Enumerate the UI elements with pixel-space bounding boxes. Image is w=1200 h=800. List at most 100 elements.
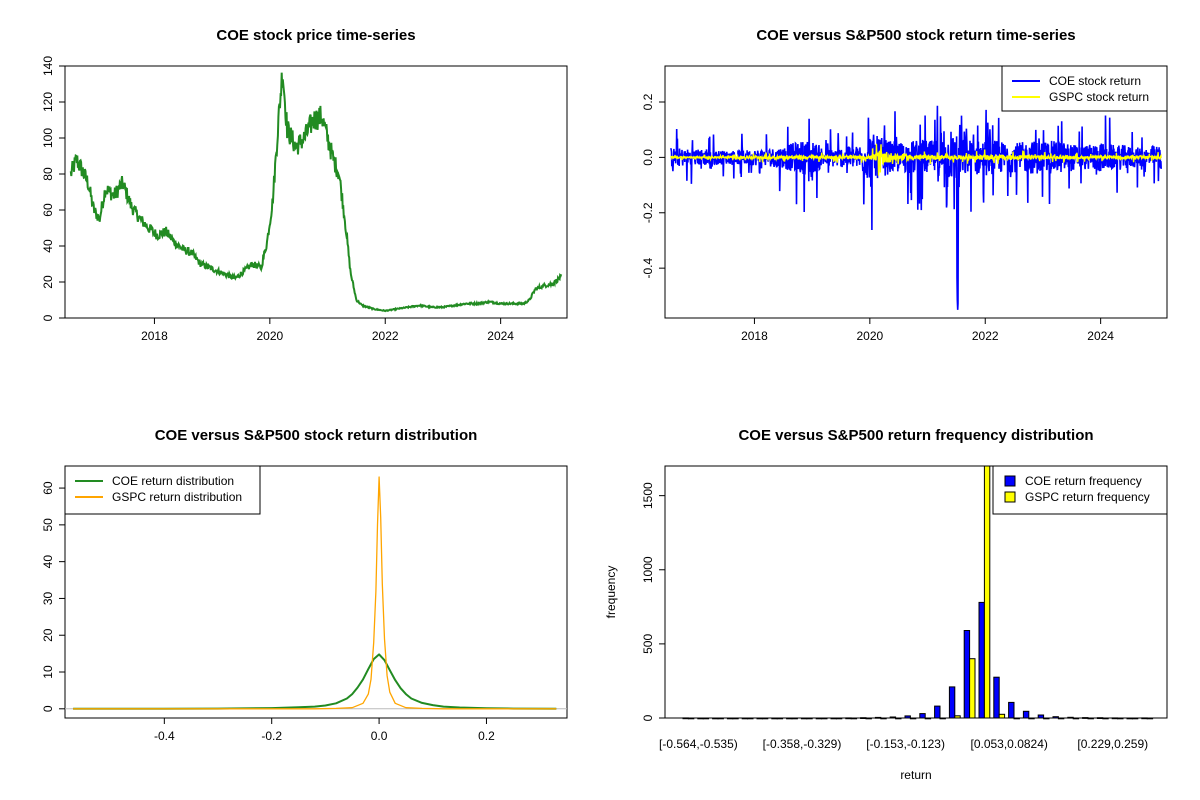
hist-x-category-label: [0.229,0.259) — [1077, 737, 1148, 751]
returns-y-tick-label: 0.0 — [641, 149, 655, 166]
hist-bar-coe — [1141, 717, 1148, 720]
hist-bar-gspc — [1028, 717, 1035, 720]
density-y-tick-label: 10 — [41, 665, 55, 679]
returns-chart-title: COE versus S&P500 stock return time-seri… — [756, 27, 1075, 44]
hist-bar-gspc — [924, 717, 932, 720]
hist-bar-coe — [815, 717, 823, 720]
hist-x-category-label: [0.053,0.0824) — [970, 737, 1047, 751]
density-y-tick-label: 60 — [41, 481, 55, 495]
hist-bar-gspc — [969, 658, 976, 719]
hist-bar-gspc — [1131, 717, 1139, 720]
hist-bar-coe — [889, 716, 897, 719]
hist-bar-coe — [1052, 716, 1059, 719]
returns-legend-box — [1001, 65, 1168, 112]
density-y-tick-label: 50 — [41, 518, 55, 532]
hist-bar-coe — [800, 717, 808, 720]
density-y-tick-label: 40 — [41, 555, 55, 569]
hist-bar-coe — [1022, 710, 1030, 719]
hist-bar-coe — [1008, 701, 1015, 719]
hist-legend-label: GSPC return frequency — [1025, 490, 1150, 504]
hist-bar-gspc — [806, 717, 813, 720]
density-chart-title: COE versus S&P500 stock return distribut… — [155, 427, 478, 444]
hist-bar-gspc — [717, 717, 724, 720]
hist-bar-gspc — [850, 717, 858, 720]
hist-bar-gspc — [865, 717, 872, 720]
returns-y-tick-label: -0.4 — [641, 257, 655, 278]
hist-bar-gspc — [1043, 717, 1050, 720]
price-y-tick-label: 0 — [41, 314, 55, 321]
returns-legend-label: GSPC stock return — [1049, 90, 1149, 104]
hist-bar-coe — [1111, 717, 1119, 720]
density-x-tick-label: 0.2 — [478, 729, 495, 743]
hist-bar-gspc — [909, 717, 917, 720]
hist-bar-gspc — [983, 465, 991, 719]
hist-bar-gspc — [880, 717, 887, 720]
hist-bar-coe — [1126, 717, 1133, 720]
hist-y-tick-label: 1000 — [641, 556, 655, 583]
hist-legend-label: COE return frequency — [1025, 474, 1142, 488]
hist-x-category-label: [-0.358,-0.329) — [763, 737, 842, 751]
hist-bar-gspc — [821, 717, 828, 720]
hist-bar-gspc — [1117, 717, 1124, 720]
hist-legend-box — [992, 465, 1168, 515]
hist-bar-gspc — [776, 717, 784, 720]
price-y-tick-label: 120 — [41, 92, 55, 112]
price-y-tick-label: 140 — [41, 56, 55, 76]
hist-x-category-label: [-0.564,-0.535) — [659, 737, 738, 751]
hist-bar-gspc — [1072, 717, 1080, 720]
hist-x-axis-label: return — [900, 768, 931, 782]
price-x-tick-label: 2018 — [141, 329, 168, 343]
hist-bar-coe — [993, 676, 1000, 719]
hist-bar-coe — [874, 716, 882, 719]
hist-bar-coe — [904, 715, 911, 719]
hist-bar-gspc — [761, 717, 769, 720]
hist-x-category-label: [-0.153,-0.123) — [866, 737, 945, 751]
hist-bar-gspc — [702, 717, 710, 720]
price-y-tick-label: 100 — [41, 128, 55, 148]
hist-bar-coe — [786, 717, 793, 720]
price-y-tick-label: 40 — [41, 239, 55, 253]
hist-y-tick-label: 500 — [641, 634, 655, 654]
hist-bar-coe — [860, 717, 867, 720]
density-legend-box — [64, 465, 261, 515]
hist-bar-coe — [963, 630, 971, 719]
hist-bar-coe — [741, 717, 749, 720]
hist-bar-gspc — [1146, 717, 1154, 720]
hist-y-tick-label: 1500 — [641, 482, 655, 509]
returns-legend-label: COE stock return — [1049, 74, 1141, 88]
price-y-tick-label: 80 — [41, 167, 55, 181]
hist-y-axis-label: frequency — [604, 566, 618, 619]
hist-bar-coe — [948, 686, 956, 719]
price-x-tick-label: 2022 — [372, 329, 399, 343]
hist-bar-gspc — [954, 715, 961, 719]
returns-x-tick-label: 2022 — [972, 329, 999, 343]
hist-bar-gspc — [1013, 717, 1020, 720]
hist-bar-coe — [712, 717, 719, 720]
hist-bar-gspc — [747, 717, 754, 720]
hist-bar-gspc — [1102, 717, 1109, 720]
hist-legend-swatch — [1004, 475, 1016, 487]
density-legend-label: COE return distribution — [112, 474, 234, 488]
price-y-tick-label: 60 — [41, 203, 55, 217]
hist-bar-gspc — [998, 713, 1006, 719]
hist-bar-coe — [919, 713, 926, 719]
price-series-line — [69, 72, 563, 313]
hist-bar-coe — [1067, 716, 1074, 719]
hist-bar-coe — [830, 717, 837, 720]
density-y-tick-label: 0 — [41, 705, 55, 712]
hist-bar-coe — [934, 705, 941, 719]
hist-bar-coe — [978, 601, 985, 719]
hist-bar-gspc — [1057, 717, 1065, 720]
hist-bar-gspc — [732, 717, 739, 720]
hist-bar-gspc — [835, 717, 843, 720]
hist-bar-gspc — [939, 717, 946, 720]
density-y-tick-label: 20 — [41, 628, 55, 642]
hist-bar-gspc — [1087, 717, 1094, 720]
density-series-line-gspc — [73, 476, 557, 710]
density-x-tick-label: -0.2 — [261, 729, 282, 743]
hist-bar-coe — [682, 717, 689, 720]
price-chart-title: COE stock price time-series — [216, 27, 415, 44]
price-y-tick-label: 20 — [41, 275, 55, 289]
hist-bar-coe — [1082, 717, 1089, 719]
